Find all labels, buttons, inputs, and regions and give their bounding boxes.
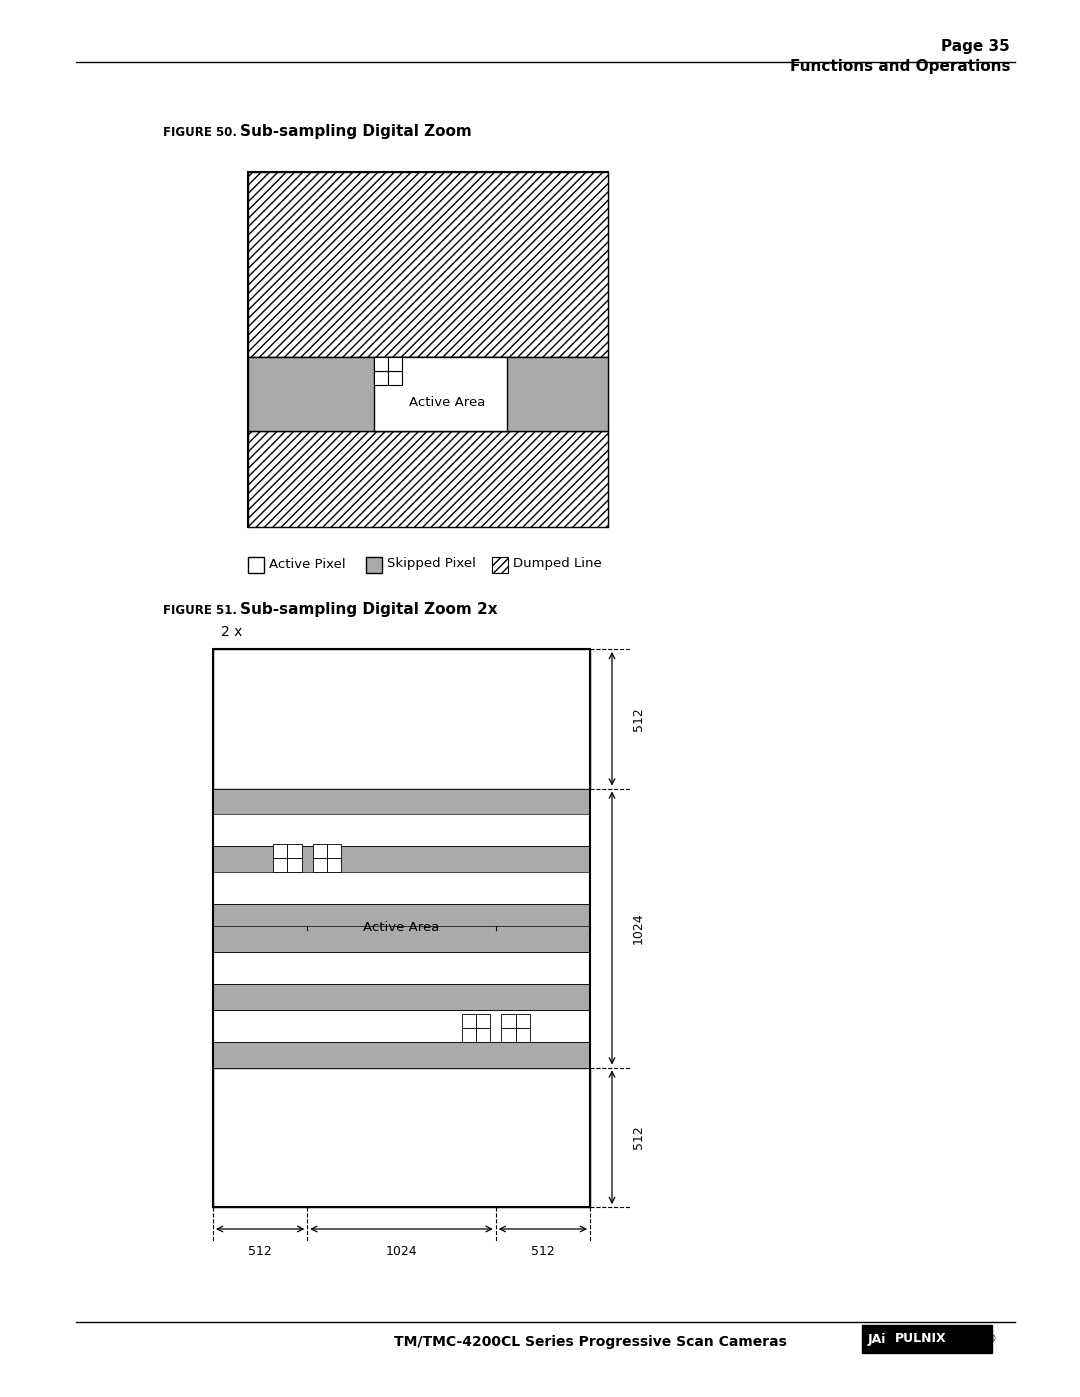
Bar [366, 557, 382, 573]
Bar [327, 858, 341, 872]
Bar [213, 1067, 590, 1207]
Bar [213, 814, 590, 847]
Bar [213, 1010, 590, 1042]
Text: Sub-sampling Digital Zoom 2x: Sub-sampling Digital Zoom 2x [240, 602, 498, 617]
Bar [248, 432, 608, 527]
Bar [501, 1014, 515, 1028]
Text: 512: 512 [632, 707, 645, 731]
Bar [287, 844, 301, 858]
Bar [374, 356, 508, 432]
Text: Functions and Operations: Functions and Operations [789, 59, 1010, 74]
Bar [496, 872, 590, 904]
Bar [420, 814, 496, 847]
Text: 1024: 1024 [386, 1245, 417, 1259]
Bar [496, 814, 590, 847]
Bar [374, 370, 388, 386]
Text: ®: ® [987, 1334, 997, 1344]
Bar [248, 172, 608, 356]
Bar [420, 951, 496, 983]
Text: Sub-sampling Digital Zoom: Sub-sampling Digital Zoom [240, 124, 472, 138]
Text: 512: 512 [531, 1245, 555, 1259]
Bar [213, 872, 590, 904]
Bar [496, 926, 590, 929]
Bar [213, 926, 307, 929]
Text: Active Area: Active Area [363, 922, 440, 935]
Text: 512: 512 [248, 1245, 272, 1259]
Text: FIGURE 50.: FIGURE 50. [163, 126, 237, 138]
Bar [213, 926, 590, 951]
Bar [213, 951, 590, 983]
Bar [515, 1028, 529, 1042]
Bar [213, 872, 307, 904]
Text: Active Pixel: Active Pixel [269, 557, 346, 570]
Text: 1024: 1024 [632, 912, 645, 944]
Bar [307, 814, 420, 847]
Text: Dumped Line: Dumped Line [513, 557, 602, 570]
Bar [862, 1324, 993, 1354]
Text: Page 35: Page 35 [942, 39, 1010, 54]
Bar [213, 788, 590, 814]
Text: Active Area: Active Area [409, 397, 485, 409]
Bar [248, 557, 264, 573]
Bar [313, 858, 327, 872]
Text: FIGURE 51.: FIGURE 51. [163, 604, 237, 617]
Bar [213, 650, 590, 788]
Bar [476, 1028, 490, 1042]
Bar [307, 1010, 392, 1042]
Bar [388, 356, 403, 370]
Bar [213, 951, 307, 983]
Bar [213, 1067, 590, 1207]
Bar [213, 904, 590, 929]
Bar [492, 557, 508, 573]
Bar [496, 951, 590, 983]
Bar [496, 1010, 590, 1042]
Bar [313, 844, 327, 858]
Bar [248, 432, 608, 527]
Text: 2 x: 2 x [221, 624, 242, 638]
Bar [248, 172, 608, 527]
Bar [248, 356, 608, 432]
Bar [213, 814, 307, 847]
Bar [462, 1028, 476, 1042]
Bar [382, 872, 496, 904]
Bar [213, 650, 590, 1207]
Bar [392, 1010, 496, 1042]
Bar [213, 1010, 307, 1042]
Bar [213, 1042, 590, 1067]
Text: Skipped Pixel: Skipped Pixel [387, 557, 476, 570]
Bar [287, 858, 301, 872]
Bar [327, 844, 341, 858]
Bar [307, 926, 496, 929]
Bar [248, 172, 608, 356]
Bar [307, 951, 420, 983]
Bar [213, 847, 590, 872]
Bar [307, 872, 382, 904]
Text: 512: 512 [632, 1126, 645, 1150]
Text: TM/TMC-4200CL Series Progressive Scan Cameras: TM/TMC-4200CL Series Progressive Scan Ca… [393, 1336, 786, 1350]
Bar [462, 1014, 476, 1028]
Bar [374, 356, 388, 370]
Bar [476, 1014, 490, 1028]
Bar [213, 650, 590, 1207]
Bar [273, 858, 287, 872]
Bar [515, 1014, 529, 1028]
Bar [388, 370, 403, 386]
Text: PULNIX: PULNIX [895, 1333, 947, 1345]
Bar [501, 1028, 515, 1042]
Bar [213, 983, 590, 1010]
Bar [273, 844, 287, 858]
Text: JAi: JAi [868, 1333, 887, 1345]
Bar [213, 650, 590, 788]
